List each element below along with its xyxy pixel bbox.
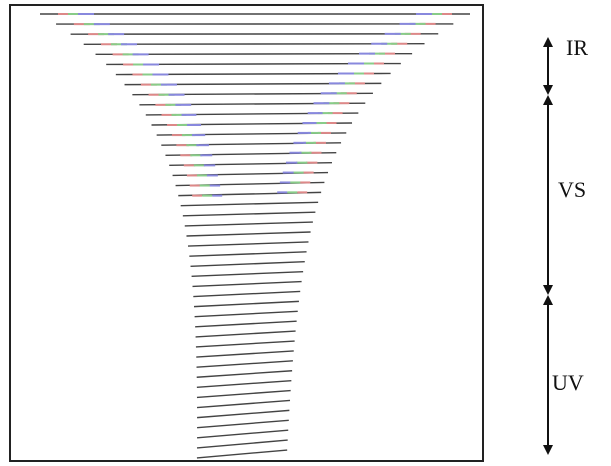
spectrum-line — [187, 241, 309, 247]
spectrum-line — [196, 379, 292, 389]
spectrum-line — [196, 439, 288, 449]
spectrum-line — [193, 290, 301, 298]
spectrum-line — [184, 221, 313, 227]
spectrum-funnel — [40, 13, 470, 459]
vs-label: VS — [558, 177, 586, 202]
spectrum-line — [195, 320, 297, 328]
spectrum-line — [193, 300, 299, 308]
spectrum-line — [186, 231, 311, 237]
spectrum-line — [196, 360, 293, 368]
spectrum-line — [196, 370, 293, 378]
spectrum-line — [83, 43, 425, 45]
spectrum-line — [197, 419, 289, 429]
spectrum-line — [192, 280, 302, 288]
spectrum-line — [196, 350, 294, 358]
uv-label: UV — [552, 370, 584, 395]
spectrum-line — [196, 389, 291, 399]
spectrum-line — [197, 429, 289, 439]
spectrum-line — [195, 330, 296, 338]
spectrum-line — [191, 270, 304, 278]
spectrum-line — [194, 310, 298, 318]
spectrum-line — [180, 201, 319, 207]
ir-label: IR — [566, 35, 588, 60]
spectrum-line — [189, 251, 307, 257]
spectrum-line — [195, 340, 295, 348]
frame — [9, 4, 484, 462]
spectrum-line — [190, 261, 305, 267]
spectrum-line — [196, 399, 291, 409]
spectrum-line — [182, 211, 316, 217]
spectrum-line — [197, 409, 290, 419]
spectrum-line — [196, 449, 288, 459]
